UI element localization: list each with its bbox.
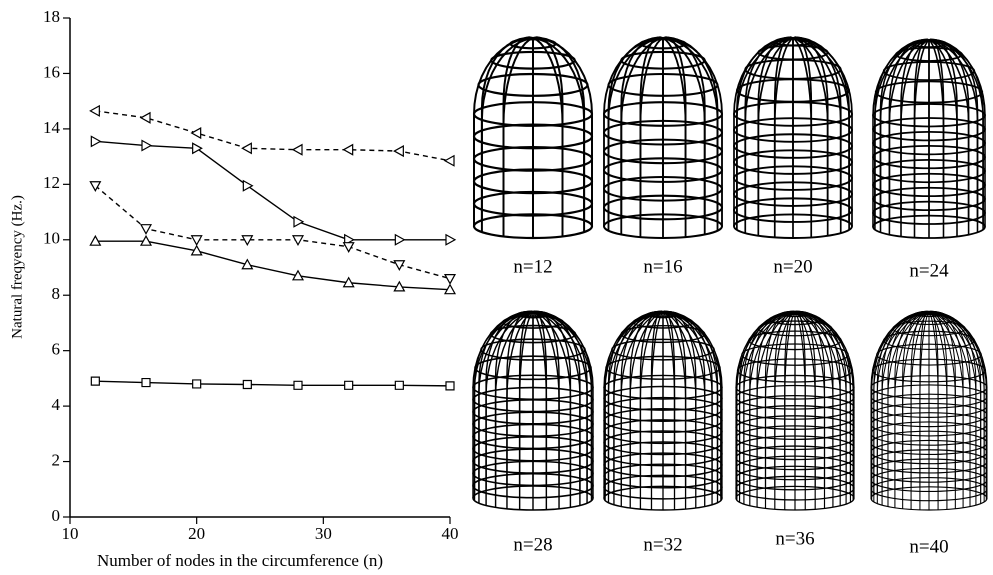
data-point [141,113,150,123]
mesh-label: n=36 [775,528,814,549]
mesh-meridian [929,312,955,509]
x-tick-label: 40 [442,524,459,543]
y-tick-label: 6 [52,340,61,359]
data-point [90,182,100,191]
y-tick-label: 4 [52,395,61,414]
data-point [192,128,201,138]
data-point [446,382,454,390]
data-point [395,235,404,245]
data-point [242,143,251,153]
x-axis-label: Number of nodes in the circumference (n) [97,551,383,570]
y-axis-label: Natural freqyency (Hz.) [9,195,25,339]
mesh-meridian [630,311,663,488]
data-point [344,243,354,252]
data-point [193,380,201,388]
y-tick-label: 18 [43,7,60,26]
mesh-model [473,311,593,510]
y-tick-label: 0 [52,506,61,525]
mesh-model [736,311,854,510]
data-point [294,381,302,389]
data-point [445,156,454,166]
y-tick-label: 2 [52,450,61,469]
mesh-label: n=20 [773,256,812,277]
data-point [294,217,303,227]
data-point [90,106,99,116]
mesh-model [871,311,987,510]
mesh-meridian [663,38,705,218]
mesh-meridian [929,39,943,216]
mesh-label: n=24 [909,260,949,281]
x-tick-label: 20 [188,524,205,543]
data-point [446,235,455,245]
page: Number of nodes in the circumference (n)… [0,0,993,575]
mesh-model [734,37,852,238]
mesh-model [604,311,722,510]
data-point [344,145,353,155]
data-point [243,181,252,191]
y-tick-label: 14 [43,118,61,137]
mesh-meridian [663,311,696,488]
y-tick-label: 12 [43,173,60,192]
x-tick-label: 30 [315,524,332,543]
mesh-meridian [757,311,795,489]
mesh-label: n=40 [909,536,948,557]
y-tick-label: 8 [52,284,61,303]
mesh-label: n=28 [513,534,552,555]
mesh-meridian [621,38,663,218]
mesh-label: n=16 [643,256,682,277]
mesh-meridian [929,311,955,488]
mesh-meridian [903,311,929,488]
data-point [394,146,403,156]
y-tick-label: 10 [43,229,60,248]
data-point [142,379,150,387]
mesh-label: n=32 [643,534,682,555]
data-point [243,380,251,388]
mesh-model [873,39,985,238]
data-point [345,381,353,389]
data-point [141,225,151,234]
mesh-meridian [915,39,929,216]
mesh-meridian [795,311,833,489]
data-point [293,145,302,155]
mesh-meridian [929,40,969,219]
mesh-meridian [903,312,929,509]
mesh-model [604,37,722,238]
mesh-meridian [889,40,929,219]
y-tick-label: 16 [43,62,60,81]
data-point [91,377,99,385]
data-point [91,136,100,146]
mesh-model [474,37,592,238]
mesh-label: n=12 [513,256,552,277]
data-point [142,141,151,151]
figure: Number of nodes in the circumference (n)… [0,0,993,575]
data-point [445,275,455,284]
data-point [395,381,403,389]
x-tick-label: 10 [62,524,79,543]
